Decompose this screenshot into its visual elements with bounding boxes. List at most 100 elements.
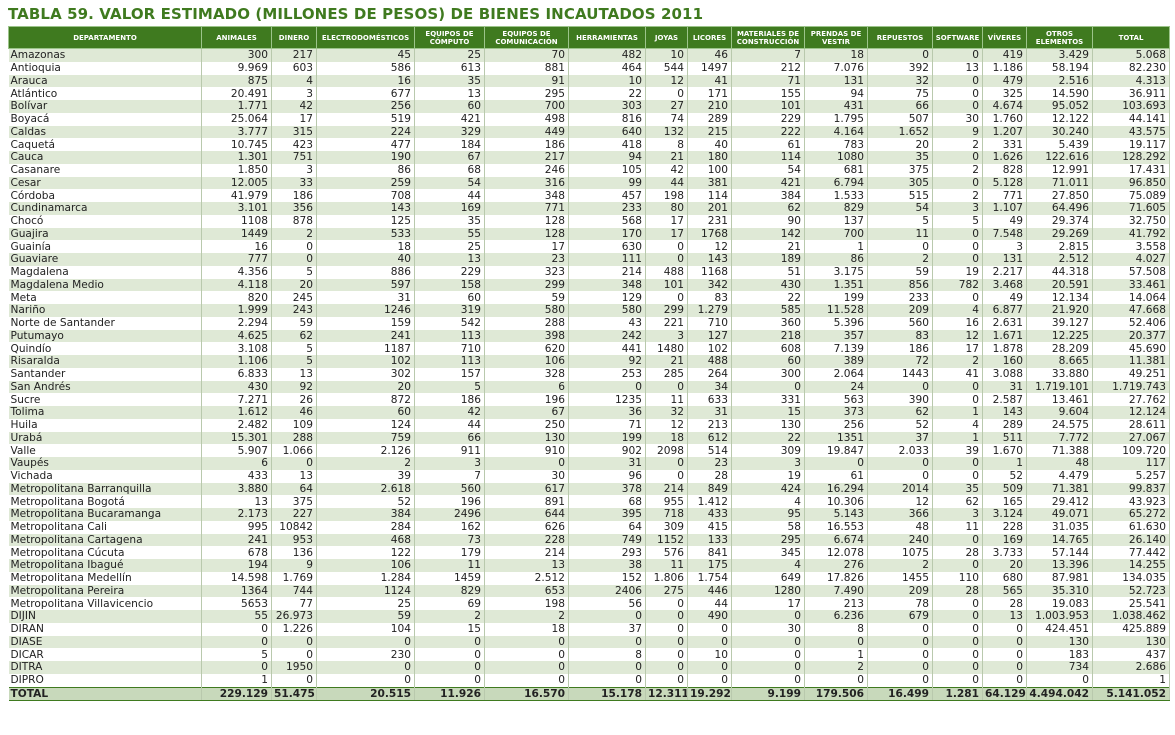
value-cell: 130 (1092, 635, 1170, 649)
value-cell: 15.301 (201, 431, 272, 445)
value-cell: 3.429 (1026, 48, 1093, 62)
value-cell: 348 (568, 278, 646, 292)
table-row: Metropolitana Barranquilla 3.880 64 2.618 56… (8, 482, 1170, 496)
value-cell: 875 (201, 74, 272, 88)
value-cell: 7.139 (804, 342, 868, 355)
value-cell: 1 (1092, 673, 1170, 687)
value-cell: 179.506 (804, 686, 868, 702)
value-cell: 218 (731, 329, 805, 343)
value-cell: 7.772 (1026, 431, 1093, 445)
value-cell: 5.907 (201, 444, 272, 457)
value-cell: 0 (932, 87, 983, 100)
value-cell: 19.847 (804, 444, 868, 457)
value-cell: 13.461 (1026, 393, 1093, 406)
value-cell: 284 (316, 520, 415, 534)
value-cell: 886 (316, 265, 415, 279)
value-cell: 16.499 (867, 686, 933, 702)
value-cell: 357 (804, 329, 868, 343)
value-cell: 5.143 (804, 508, 868, 521)
value-cell: 0 (731, 648, 805, 661)
value-cell: 6.236 (804, 610, 868, 623)
value-cell: 17 (645, 227, 688, 241)
value-cell: 30.240 (1026, 125, 1093, 139)
value-cell: 1.626 (982, 151, 1027, 164)
value-cell: 568 (568, 214, 646, 228)
value-cell: 169 (414, 202, 485, 215)
value-cell: 2406 (568, 584, 646, 598)
value-cell: 3 (645, 329, 688, 343)
value-cell: 22 (568, 87, 646, 100)
value-cell: 170 (568, 227, 646, 241)
value-cell: 433 (201, 469, 272, 483)
value-cell: 12.311 (645, 686, 688, 702)
value-cell: 0 (731, 380, 805, 394)
value-cell: 99.837 (1092, 482, 1170, 496)
value-cell: 302 (316, 367, 415, 381)
department-cell: Metropolitana Cartagena (8, 533, 202, 547)
value-cell: 2.126 (316, 444, 415, 457)
value-cell: 58 (731, 520, 805, 534)
value-cell: 15 (731, 406, 805, 419)
value-cell: 0 (932, 151, 983, 164)
value-cell: 1246 (316, 304, 415, 317)
value-cell: 744 (271, 584, 317, 598)
value-cell: 137 (804, 214, 868, 228)
value-cell: 649 (731, 571, 805, 585)
value-cell: 1.279 (687, 304, 732, 317)
value-cell: 1449 (201, 227, 272, 241)
value-cell: 392 (867, 61, 933, 75)
value-cell: 0 (645, 661, 688, 674)
value-cell: 3.733 (982, 546, 1027, 559)
value-cell: 26 (271, 393, 317, 406)
value-cell: 12 (645, 418, 688, 432)
value-cell: 245 (271, 291, 317, 304)
value-cell: 199 (804, 291, 868, 304)
value-cell: 1 (982, 457, 1027, 470)
value-cell: 13 (414, 87, 485, 100)
value-cell: 0 (271, 635, 317, 649)
value-cell: 680 (982, 571, 1027, 585)
value-cell: 104 (316, 622, 415, 636)
value-cell: 131 (804, 74, 868, 88)
value-cell: 0 (484, 635, 569, 649)
value-cell: 19.083 (1026, 597, 1093, 610)
value-cell: 2.686 (1092, 661, 1170, 674)
value-cell: 2 (932, 189, 983, 202)
value-cell: 61.630 (1092, 520, 1170, 534)
department-cell: Cundinamarca (8, 202, 202, 215)
value-cell: 114 (687, 189, 732, 202)
value-cell: 22 (731, 291, 805, 304)
value-cell: 1.878 (982, 342, 1027, 355)
value-cell: 4 (731, 559, 805, 572)
table-title: TABLA 59. VALOR ESTIMADO (MILLONES DE PE… (8, 4, 1169, 26)
table-number: TABLA 59. (8, 5, 94, 23)
value-cell: 68 (568, 495, 646, 508)
value-cell: 57.144 (1026, 546, 1093, 559)
value-cell: 1.719.743 (1092, 380, 1170, 394)
value-cell: 0 (645, 87, 688, 100)
value-cell: 52.723 (1092, 584, 1170, 598)
value-cell: 132 (645, 125, 688, 139)
value-cell: 1187 (316, 342, 415, 355)
value-cell: 17 (271, 112, 317, 126)
value-cell: 196 (414, 495, 485, 508)
value-cell: 4 (271, 74, 317, 88)
value-cell: 437 (1092, 648, 1170, 661)
value-cell: 215 (687, 125, 732, 139)
value-cell: 542 (414, 316, 485, 330)
value-cell: 201 (687, 202, 732, 215)
department-cell: Meta (8, 291, 202, 304)
value-cell: 31.035 (1026, 520, 1093, 534)
value-cell: 28.611 (1092, 418, 1170, 432)
value-cell: 0 (687, 622, 732, 636)
value-cell: 0 (484, 457, 569, 470)
value-cell: 0 (932, 380, 983, 394)
value-cell: 0 (484, 648, 569, 661)
value-cell: 35 (414, 74, 485, 88)
value-cell: 35 (867, 151, 933, 164)
table-row: Metropolitana Cúcuta 678 136 122 179 214 293 57… (8, 546, 1170, 559)
value-cell: 891 (484, 495, 569, 508)
department-cell: Metropolitana Pereira (8, 584, 202, 598)
value-cell: 28 (932, 584, 983, 598)
value-cell: 586 (316, 61, 415, 75)
